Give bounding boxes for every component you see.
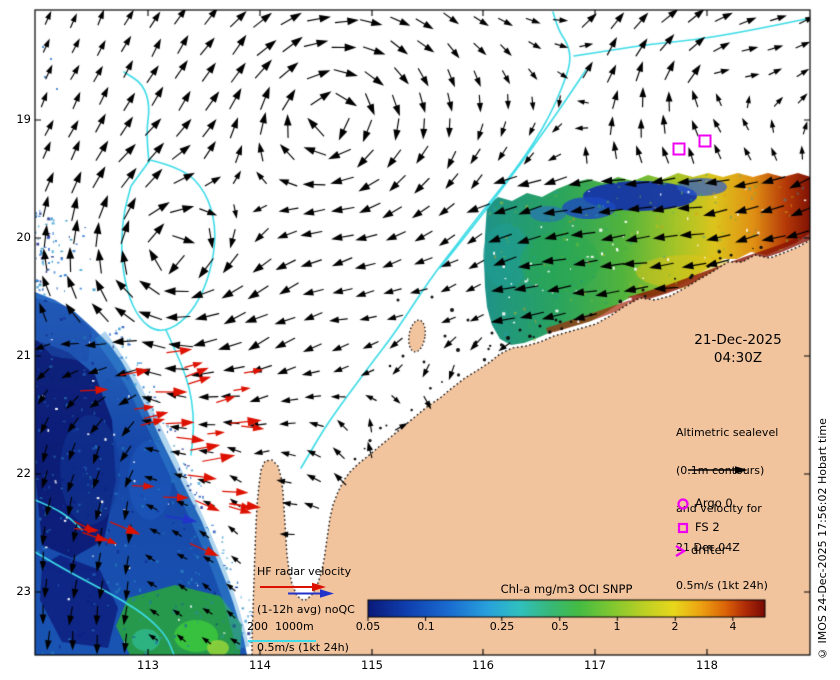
y-axis-tick-label: 19 [16,112,31,126]
map-date-label: 21-Dec-2025 [694,332,782,348]
y-axis-tick-label: 23 [16,584,31,598]
colorbar-tick-label: 0.25 [489,620,515,633]
hf-radar-caption: HF radar velocity (1-12h avg) noQC 0.5m/… [257,541,355,680]
x-axis-tick-label: 116 [472,658,494,672]
colorbar-title: Chl-a mg/m3 OCI SNPP [500,582,633,596]
altimetric-caption-line: Altimetric sealevel [676,426,779,440]
argo-count-label: Argo 0 [695,496,733,510]
colorbar-tick-label: 0.1 [417,620,435,633]
x-axis-tick-label: 114 [249,658,271,672]
altimetric-caption-line: 21 Dec 04Z [676,540,740,554]
y-axis-tick-label: 20 [16,230,31,244]
fs-mooring-icon [677,522,689,534]
altimetric-caption: Altimetric sealevel (0.1m contours) and … [676,402,778,618]
colorbar-tick-label: 2 [671,620,679,633]
x-axis-tick-label: 117 [584,658,606,672]
velocity-scale-arrow-icon [688,466,748,474]
argo-float-icon [677,498,689,510]
colorbar-tick-label: 4 [729,620,737,633]
drifter-label: drifter [691,543,727,557]
isobath-line-icon [248,640,316,642]
hf-radar-caption-line: HF radar velocity [257,565,352,579]
hf-radar-caption-line: 0.5m/s (1kt 24h) [257,641,349,655]
colorbar-tick-label: 0.5 [551,620,569,633]
x-axis-tick-label: 118 [696,658,718,672]
map-time-label: 04:30Z [713,350,763,366]
fs-mooring-marker [672,142,686,156]
isobath-depth-label: 200 1000m [247,620,314,633]
x-axis-tick-label: 115 [361,658,383,672]
hf-velocity-scale-arrows-icon [260,582,334,598]
y-axis-tick-label: 22 [16,466,31,480]
fs-count-label: FS 2 [695,520,720,534]
y-axis-tick-label: 21 [16,348,31,362]
hf-radar-caption-line: (1-12h avg) noQC [257,603,355,617]
colorbar-tick-label: 0.05 [355,620,381,633]
altimetric-caption-line: and velocity for [676,502,762,516]
drifter-arrow-icon [675,544,687,558]
x-axis-tick-label: 113 [137,658,159,672]
altimetric-caption-line: 0.5m/s (1kt 24h) [676,578,768,592]
colorbar-tick-label: 1 [613,620,621,633]
copyright-vertical-label: © IMOS 24-Dec-2025 17:56:02 Hobart time [816,418,829,660]
fs-mooring-marker [698,134,712,148]
